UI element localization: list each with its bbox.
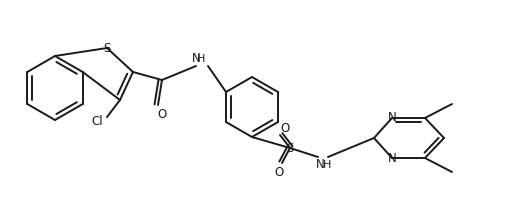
Text: N: N [387, 152, 395, 164]
Text: O: O [157, 108, 166, 121]
Text: N: N [387, 111, 395, 125]
Text: O: O [274, 167, 283, 180]
Text: Cl: Cl [91, 116, 103, 129]
Text: O: O [280, 121, 289, 135]
Text: N: N [316, 158, 324, 172]
Text: H: H [322, 160, 331, 170]
Text: H: H [196, 54, 205, 64]
Text: S: S [286, 141, 293, 154]
Text: N: N [191, 52, 201, 65]
Text: S: S [103, 42, 110, 55]
